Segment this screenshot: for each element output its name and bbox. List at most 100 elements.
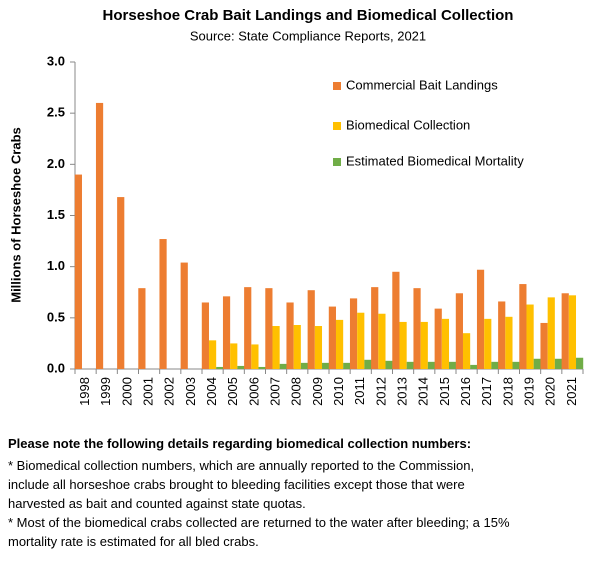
bar <box>272 326 280 369</box>
x-tick-label: 2017 <box>479 377 494 406</box>
x-tick-label: 2015 <box>437 377 452 406</box>
bar <box>222 296 231 369</box>
bar <box>364 359 372 369</box>
bar <box>554 358 563 369</box>
bar <box>293 324 301 369</box>
legend-label: Estimated Biomedical Mortality <box>346 153 524 168</box>
notes: Please note the following details regard… <box>8 434 593 551</box>
x-tick-label: 2002 <box>162 377 177 406</box>
bar <box>434 308 442 369</box>
y-tick-label: 0.5 <box>47 309 65 324</box>
legend-label: Commercial Bait Landings <box>346 77 498 92</box>
bar <box>159 239 167 369</box>
bar <box>491 361 499 369</box>
x-tick-label: 2020 <box>543 377 558 406</box>
notes-body: * Biomedical collection numbers, which a… <box>8 456 593 551</box>
bar <box>540 322 548 369</box>
x-tick-label: 2005 <box>225 377 240 406</box>
bar <box>526 304 534 369</box>
note-line: * Biomedical collection numbers, which a… <box>8 458 475 473</box>
bar <box>258 366 266 369</box>
x-tick-label: 2012 <box>373 377 388 406</box>
bar <box>441 318 450 369</box>
bar <box>498 301 506 369</box>
x-tick-label: 2001 <box>141 377 156 406</box>
x-tick-label: 2013 <box>395 377 410 406</box>
chart: Horseshoe Crab Bait Landings and Biomedi… <box>8 7 584 406</box>
bar <box>462 333 471 369</box>
bar <box>237 365 245 369</box>
bar <box>322 362 330 369</box>
bar <box>201 302 209 369</box>
bar <box>251 344 259 369</box>
bar <box>300 362 309 369</box>
x-tick-label: 1999 <box>98 377 113 406</box>
bar <box>244 287 252 369</box>
bar <box>533 358 541 369</box>
x-tick-label: 2010 <box>331 377 346 406</box>
x-tick-label: 2000 <box>119 377 134 406</box>
bar <box>470 364 478 369</box>
bar <box>138 288 146 369</box>
x-tick-label: 2019 <box>522 377 537 406</box>
legend-swatch <box>333 82 341 90</box>
x-tick-label: 2007 <box>268 377 283 406</box>
bar <box>547 297 555 369</box>
bar <box>512 361 520 369</box>
bar <box>420 321 428 369</box>
bar <box>561 293 569 369</box>
bar <box>406 361 414 369</box>
bar <box>307 290 315 369</box>
bar <box>265 288 273 369</box>
note-line: include all horseshoe crabs brought to b… <box>8 477 465 492</box>
y-tick-label: 1.0 <box>47 258 65 273</box>
bar <box>349 298 358 369</box>
bar <box>427 361 436 369</box>
legend-label: Biomedical Collection <box>346 117 470 132</box>
bar <box>279 363 287 369</box>
bar <box>455 293 463 369</box>
x-tick-label: 2018 <box>500 377 515 406</box>
bar <box>328 306 336 369</box>
bar <box>399 321 407 369</box>
bar <box>95 102 104 369</box>
x-tick-label: 2008 <box>289 377 304 406</box>
bar <box>576 357 584 369</box>
y-tick-label: 1.5 <box>47 207 65 222</box>
x-tick-label: 1998 <box>77 377 92 406</box>
bar <box>519 284 527 369</box>
y-tick-label: 2.0 <box>47 156 65 171</box>
bar <box>216 366 224 369</box>
x-tick-label: 2021 <box>564 377 579 406</box>
bar <box>385 360 393 369</box>
y-tick-label: 0.0 <box>47 360 65 375</box>
x-tick-label: 2003 <box>183 377 198 406</box>
bar <box>371 287 379 369</box>
bar <box>568 295 577 369</box>
bar <box>117 197 125 369</box>
notes-heading: Please note the following details regard… <box>8 436 472 451</box>
x-tick-label: 2004 <box>204 377 219 406</box>
x-tick-label: 2016 <box>458 377 473 406</box>
y-tick-label: 3.0 <box>47 53 65 68</box>
bar <box>413 288 421 369</box>
bar <box>476 269 485 369</box>
bar <box>357 312 365 369</box>
bar <box>208 340 217 369</box>
legend-swatch <box>333 122 341 130</box>
bar <box>286 302 294 369</box>
chart-subtitle: Source: State Compliance Reports, 2021 <box>190 28 426 43</box>
bar <box>314 326 323 369</box>
bar <box>378 313 386 369</box>
note-line: mortality rate is estimated for all bled… <box>8 534 259 549</box>
bar <box>230 343 238 369</box>
bar <box>505 316 513 369</box>
chart-title: Horseshoe Crab Bait Landings and Biomedi… <box>103 7 514 24</box>
bar <box>392 271 400 369</box>
bar <box>74 174 82 369</box>
bar <box>484 318 492 369</box>
x-tick-label: 2014 <box>416 377 431 406</box>
x-tick-label: 2009 <box>310 377 325 406</box>
x-tick-label: 2011 <box>352 377 367 405</box>
y-axis-label: Millions of Horseshoe Crabs <box>8 127 23 303</box>
